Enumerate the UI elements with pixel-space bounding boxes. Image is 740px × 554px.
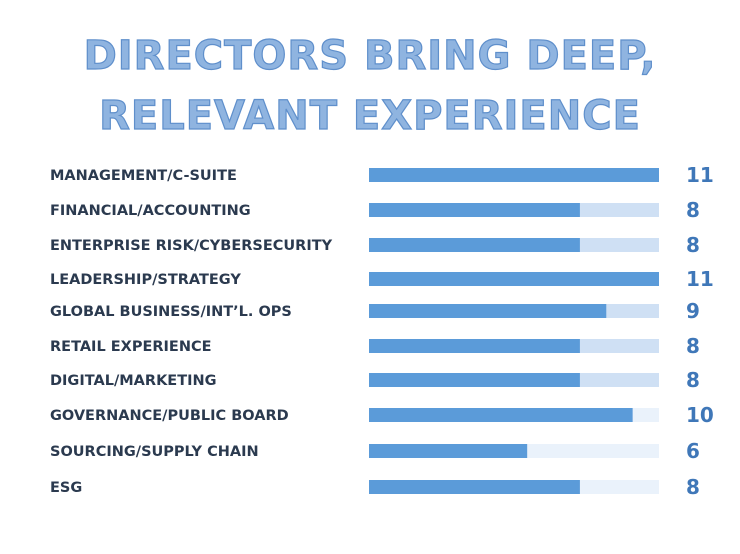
bar — [369, 168, 659, 182]
value-label: 8 — [686, 334, 700, 358]
category-label: GLOBAL BUSINESS/INT’L. OPS — [50, 304, 292, 320]
value-label: 8 — [686, 368, 700, 392]
value-label: 8 — [686, 198, 700, 222]
bar — [369, 480, 580, 494]
value-label: 9 — [686, 299, 700, 323]
category-label: RETAIL EXPERIENCE — [50, 339, 212, 355]
value-label: 6 — [686, 439, 700, 463]
value-label: 11 — [686, 267, 714, 291]
category-label: ENTERPRISE RISK/CYBERSECURITY — [50, 238, 333, 254]
category-label: ESG — [50, 480, 82, 496]
value-label: 11 — [686, 163, 714, 187]
bar — [369, 408, 633, 422]
category-label: LEADERSHIP/STRATEGY — [50, 272, 241, 288]
bar — [369, 238, 580, 252]
bar — [369, 444, 528, 458]
category-label: MANAGEMENT/C-SUITE — [50, 168, 237, 184]
chart-title-line-2: RELEVANT EXPERIENCE — [98, 93, 641, 139]
chart-title-line-1: DIRECTORS BRING DEEP, — [83, 33, 657, 79]
bar — [369, 272, 659, 286]
value-label: 8 — [686, 233, 700, 257]
value-label: 10 — [686, 403, 714, 427]
bar — [369, 339, 580, 353]
category-label: DIGITAL/MARKETING — [50, 373, 217, 389]
category-label: GOVERNANCE/PUBLIC BOARD — [50, 408, 289, 424]
value-label: 8 — [686, 475, 700, 499]
bar — [369, 304, 607, 318]
bar — [369, 203, 580, 217]
category-label: FINANCIAL/ACCOUNTING — [50, 203, 251, 219]
bar — [369, 373, 580, 387]
category-label: SOURCING/SUPPLY CHAIN — [50, 444, 259, 460]
